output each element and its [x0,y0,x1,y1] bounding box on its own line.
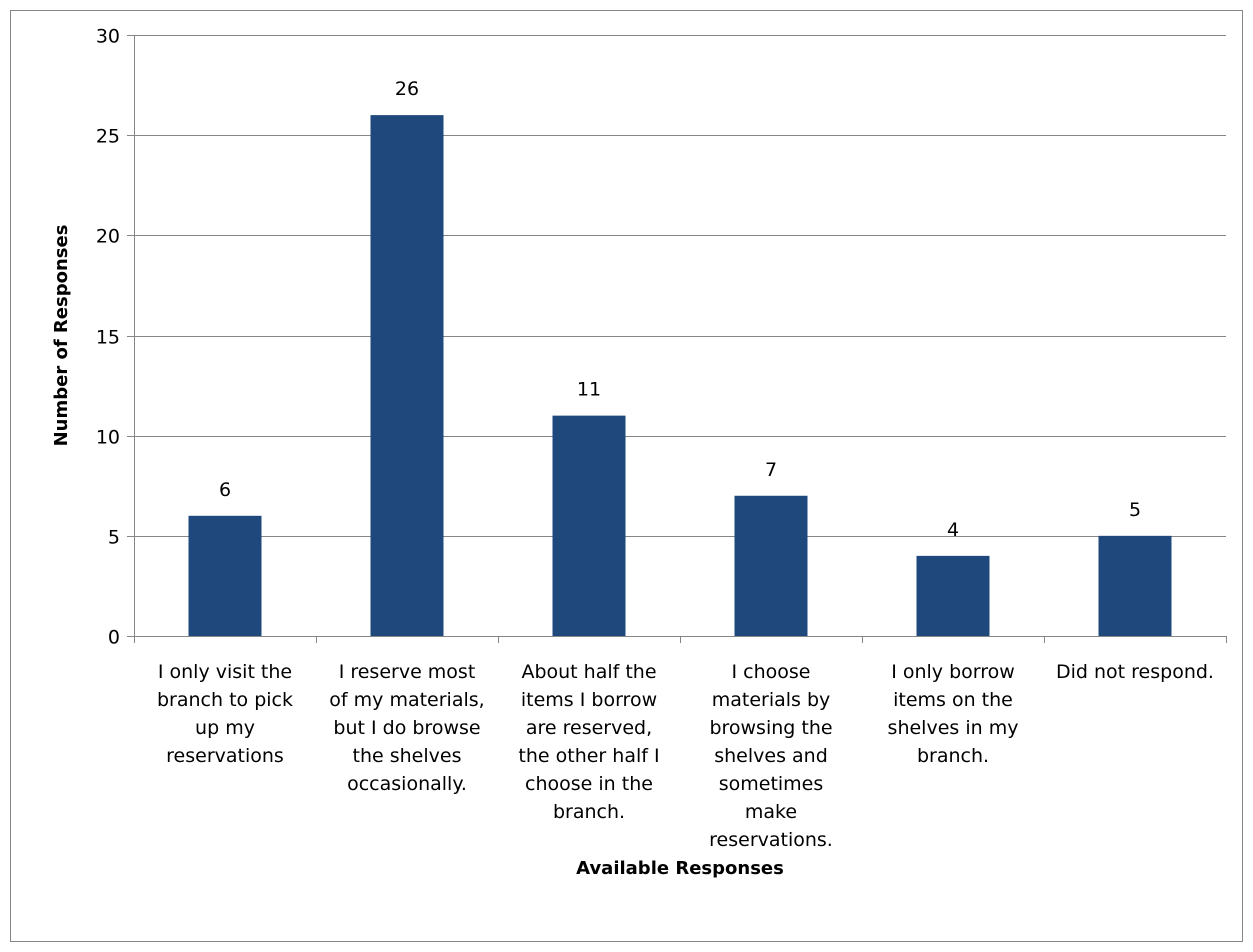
data-labels: 6 26 11 7 4 5 [219,78,1141,541]
x-category-label: About half the [521,661,656,683]
x-category-label: I reserve most [339,661,476,683]
x-category-label: branch. [917,745,989,767]
x-category-label: are reserved, [526,717,652,739]
y-tick-label: 15 [96,327,120,349]
x-category-label: the shelves [353,745,462,767]
bar [552,415,626,636]
x-category-label: reservations. [709,829,833,851]
x-category-label: make [745,801,797,823]
data-label: 6 [219,479,231,501]
bar [370,115,444,637]
x-category-label: sometimes [719,773,824,795]
x-category-label: shelves in my [888,717,1019,739]
data-label: 11 [577,379,601,401]
x-category-label: up my [195,717,255,739]
y-tick-label: 5 [108,527,120,549]
x-category-label: of my materials, [329,689,484,711]
x-category-label: I choose [732,661,811,683]
data-label: 4 [947,519,959,541]
x-category-label: items I borrow [521,689,657,711]
y-tick-label: 25 [96,126,120,148]
bars [188,115,1172,637]
gridlines [134,35,1226,537]
data-label: 7 [765,459,777,481]
data-label: 5 [1129,499,1141,521]
x-category-label: I only visit the [158,661,292,683]
x-category-label: Did not respond. [1056,661,1214,683]
data-label: 26 [395,78,419,100]
x-category-label: I only borrow [891,661,1015,683]
x-category-label: choose in the [525,773,653,795]
x-category-label: but I do browse [333,717,480,739]
x-category-label: shelves and [714,745,828,767]
x-category-label: occasionally. [347,773,467,795]
axes [127,35,1227,643]
y-tick-label: 30 [96,26,120,48]
y-axis-title: Number of Responses [51,225,72,447]
y-tick-label: 0 [108,627,120,649]
y-tick-label: 10 [96,427,120,449]
x-category-label: the other half I [518,745,659,767]
bar [188,515,262,636]
x-category-label: branch to pick [157,689,293,711]
y-tick-label: 20 [96,226,120,248]
x-axis-title: Available Responses [576,858,784,879]
x-category-label: reservations [166,745,284,767]
bar [1098,535,1172,636]
x-category-label: branch. [553,801,625,823]
bar [734,495,808,636]
x-category-label: browsing the [709,717,832,739]
y-tick-labels: 0 5 10 15 20 25 30 [96,26,120,649]
x-category-labels: I only visit the branch to pick up my reser… [157,661,1214,851]
x-category-label: materials by [712,689,831,711]
chart-frame [10,10,1243,942]
x-category-label: items on the [893,689,1013,711]
bar [916,555,990,636]
